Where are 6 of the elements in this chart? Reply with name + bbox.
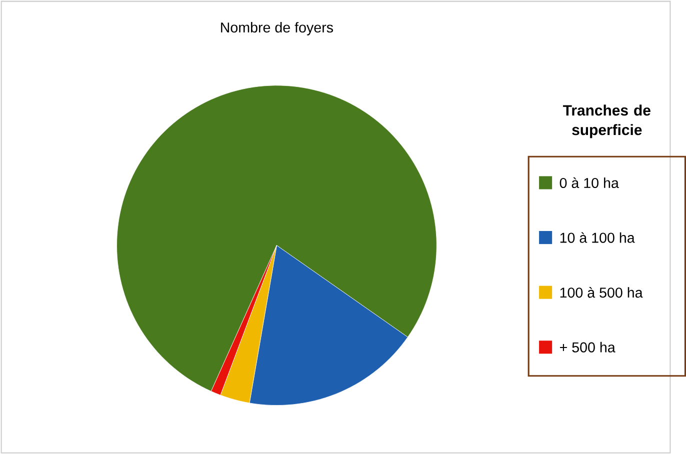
legend-label: 10 à 100 ha bbox=[560, 232, 635, 243]
legend-label: 0 à 10 ha bbox=[560, 177, 619, 188]
legend-label: + 500 ha bbox=[560, 342, 616, 352]
legend-label: 100 à 500 ha bbox=[560, 286, 643, 298]
legend-title: Tranches de superficie bbox=[563, 104, 650, 138]
chart-title: Nombre de foyers bbox=[221, 22, 333, 36]
